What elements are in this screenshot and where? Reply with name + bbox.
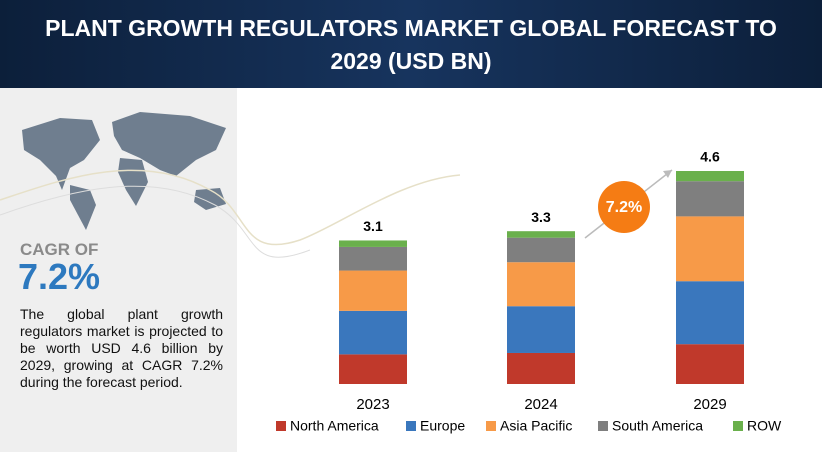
- description: The global plant growth regulators marke…: [20, 306, 223, 390]
- bar-segment: [507, 231, 575, 238]
- arrow-head: [663, 170, 672, 178]
- bar-segment: [507, 306, 575, 353]
- bar-segment: [339, 240, 407, 247]
- bar-segment: [339, 310, 407, 355]
- legend-label: North America: [290, 418, 379, 434]
- bar-segment: [676, 281, 744, 345]
- legend-label: South America: [612, 418, 703, 434]
- bar-segment: [507, 237, 575, 263]
- legend-label: Europe: [420, 418, 465, 434]
- decor-curve: [0, 169, 461, 246]
- bar-segment: [339, 270, 407, 311]
- bar-segment: [676, 181, 744, 217]
- x-tick-label: 2029: [693, 396, 726, 413]
- bar-segment: [507, 262, 575, 307]
- badge-text: 7.2%: [606, 199, 642, 216]
- legend-label: ROW: [747, 418, 782, 434]
- bar-segment: [676, 344, 744, 384]
- bar-segment: [676, 216, 744, 282]
- total-label: 3.3: [531, 209, 551, 225]
- world-map: [22, 112, 226, 230]
- total-label: 4.6: [700, 149, 720, 165]
- bar-segment: [507, 352, 575, 384]
- bar-segment: [339, 246, 407, 271]
- x-tick-label: 2023: [356, 396, 389, 413]
- x-tick-label: 2024: [524, 396, 557, 413]
- bar-segment: [676, 171, 744, 182]
- bar-segment: [339, 354, 407, 384]
- cagr-badge: [598, 181, 650, 233]
- banner: [0, 0, 822, 88]
- legend-swatch: [733, 421, 743, 431]
- legend-swatch: [598, 421, 608, 431]
- decor-curve: [0, 185, 311, 258]
- legend-swatch: [406, 421, 416, 431]
- legend-swatch: [486, 421, 496, 431]
- cagr-label: CAGR OF: [20, 240, 99, 259]
- legend-label: Asia Pacific: [500, 418, 572, 434]
- total-label: 3.1: [363, 218, 383, 234]
- legend-swatch: [276, 421, 286, 431]
- cagr-value: 7.2%: [18, 256, 101, 297]
- title: PLANT GROWTH REGULATORS MARKET GLOBAL FO…: [45, 15, 777, 74]
